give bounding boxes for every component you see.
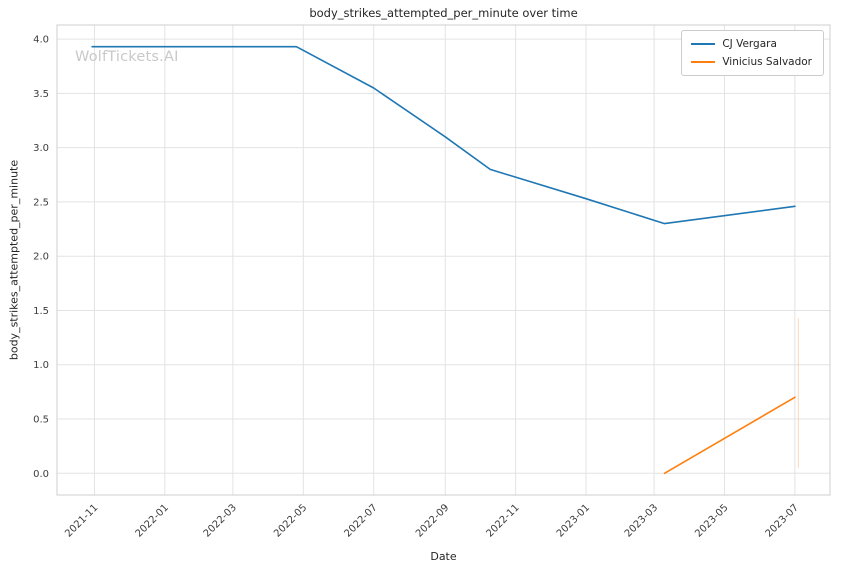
x-tick-label: 2022-09: [414, 502, 451, 539]
line-series-cj-vergara: [91, 45, 796, 225]
chart-title: body_strikes_attempted_per_minute over t…: [309, 6, 578, 20]
y-tick-label: 1.5: [33, 306, 49, 317]
y-tick-label: 0.0: [33, 469, 49, 480]
x-tick-label: 2022-03: [202, 502, 239, 539]
legend: CJ Vergara Vinicius Salvador: [681, 30, 824, 76]
x-tick-label: 2023-05: [693, 502, 730, 539]
x-tick-label: 2022-01: [134, 502, 171, 539]
legend-item-vinicius-salvador: Vinicius Salvador: [691, 56, 812, 68]
y-tick-label: 2.5: [33, 197, 49, 208]
axes-border: [56, 24, 831, 496]
x-tick-label: 2022-07: [342, 502, 379, 539]
x-tick-label: 2023-07: [764, 502, 801, 539]
legend-item-cj-vergara: CJ Vergara: [691, 38, 812, 50]
y-tick-label: 3.0: [33, 143, 49, 154]
y-axis-label: body_strikes_attempted_per_minute: [7, 159, 21, 361]
x-tick-label: 2023-03: [623, 502, 660, 539]
y-tick-label: 4.0: [33, 35, 49, 46]
x-tick-label: 2021-11: [63, 502, 100, 539]
x-axis-label: Date: [430, 550, 457, 563]
y-tick-label: 0.5: [33, 415, 49, 426]
line-series-vinicius-salvador: [663, 396, 796, 475]
legend-label: CJ Vergara: [722, 38, 777, 50]
y-tick-label: 1.0: [33, 360, 49, 371]
legend-label: Vinicius Salvador: [722, 56, 812, 68]
y-tick-label: 2.0: [33, 252, 49, 263]
x-tick-label: 2022-11: [484, 502, 521, 539]
legend-line-swatch-blue: [691, 43, 716, 45]
y-tick-label: 3.5: [33, 89, 49, 100]
plot-background: [57, 25, 830, 495]
x-tick-label: 2023-01: [555, 502, 592, 539]
legend-line-swatch-orange: [691, 61, 716, 63]
watermark: WolfTickets.AI: [75, 49, 179, 65]
x-tick-label: 2022-05: [272, 502, 309, 539]
